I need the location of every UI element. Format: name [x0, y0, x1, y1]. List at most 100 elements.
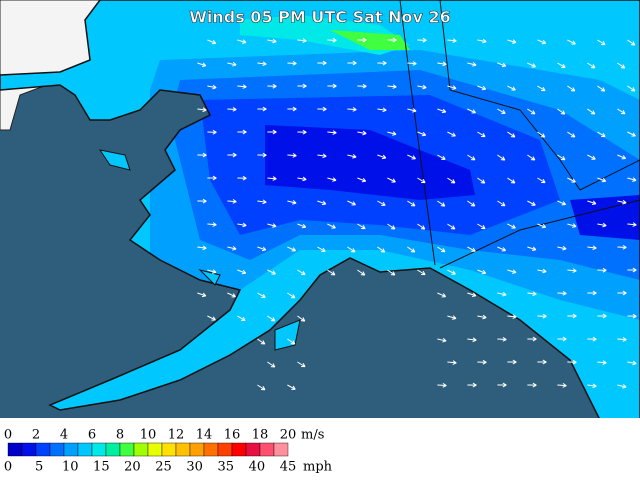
island	[98, 149, 301, 351]
wind-arrow	[197, 107, 207, 113]
wind-arrow	[227, 152, 237, 158]
wind-arrow	[447, 269, 456, 275]
wind-arrow	[227, 106, 237, 112]
wind-arrow	[587, 245, 597, 251]
wind-arrow	[467, 200, 476, 207]
wind-arrow	[327, 177, 337, 182]
legend-label: 5	[35, 460, 43, 475]
wind-arrow	[437, 154, 446, 160]
wind-arrow	[507, 269, 517, 274]
wind-arrow	[567, 131, 576, 138]
wind-arrow	[537, 223, 547, 229]
wind-arrow	[407, 154, 416, 160]
wind-arrow	[527, 62, 536, 68]
wind-arrow	[207, 175, 217, 181]
wind-arrow	[317, 200, 327, 206]
legend-label: 4	[60, 428, 68, 443]
wind-arrow	[617, 199, 627, 205]
wind-arrow	[447, 85, 457, 90]
wind-arrow	[317, 153, 327, 159]
wind-arrow	[267, 176, 277, 181]
wind-arrow	[437, 200, 446, 207]
wind-arrow	[507, 131, 516, 138]
wind-arrow	[237, 269, 247, 275]
wind-arrow	[257, 338, 266, 345]
wind-arrow	[617, 154, 627, 160]
wind-arrow	[237, 84, 247, 89]
wind-arrow	[197, 152, 207, 158]
legend-swatch	[119, 442, 135, 457]
wind-arrow	[617, 62, 626, 69]
wind-arrow	[557, 290, 567, 296]
wind-arrow	[437, 382, 447, 388]
legend-label: 0	[4, 460, 12, 475]
wind-arrow	[507, 314, 517, 319]
legend-swatch	[161, 442, 177, 457]
wind-arrow	[207, 84, 217, 90]
wind-arrow	[327, 130, 337, 135]
wind-arrow	[447, 315, 457, 320]
wind-arrow	[287, 338, 296, 345]
wind-arrow	[567, 85, 576, 92]
wind-arrow	[317, 60, 327, 66]
wind-arrow	[417, 84, 427, 90]
wind-arrow	[237, 39, 247, 44]
legend-unit: m/s	[301, 428, 324, 443]
wind-arrow	[537, 268, 547, 274]
wind-arrow	[417, 223, 426, 230]
wind-arrow	[297, 223, 307, 229]
legend-swatch	[49, 442, 65, 457]
wind-arrow	[477, 38, 487, 44]
wind-arrow	[357, 223, 366, 230]
wind-arrow	[617, 337, 627, 342]
wind-arrow	[357, 83, 367, 89]
wind-arrow	[357, 177, 367, 183]
wind-arrow	[437, 61, 447, 67]
wind-arrow	[437, 246, 446, 253]
wind-arrow	[387, 84, 397, 89]
wind-arrow	[267, 361, 276, 368]
wind-arrow	[227, 246, 237, 251]
wind-arrow	[447, 360, 457, 365]
wind-arrow	[327, 269, 336, 276]
legend-label: 25	[155, 460, 172, 475]
wind-arrow	[327, 37, 337, 43]
legend-swatch	[217, 442, 233, 457]
wind-arrow	[377, 107, 387, 113]
wind-arrow	[467, 108, 476, 114]
wind-arrow	[627, 313, 637, 319]
legend-swatch	[203, 442, 219, 457]
legend-label: 40	[249, 460, 266, 475]
wind-arrow	[297, 361, 306, 368]
wind-arrow	[297, 269, 306, 276]
wind-arrow	[467, 154, 476, 161]
wind-arrow	[347, 154, 357, 159]
wind-arrow	[387, 37, 397, 43]
wind-arrow	[267, 83, 277, 89]
wind-arrow	[257, 106, 267, 112]
wind-arrow	[597, 85, 606, 92]
legend-label: 2	[32, 428, 40, 443]
legend-label: 15	[93, 460, 110, 475]
wind-arrow	[587, 108, 596, 115]
legend-swatch	[105, 442, 121, 457]
wind-arrow	[567, 359, 577, 365]
legend-label: 10	[62, 460, 79, 475]
wind-arrow	[267, 129, 277, 135]
wind-arrow	[437, 292, 447, 298]
wind-arrow	[597, 313, 607, 319]
legend-swatch	[259, 442, 275, 457]
border-line	[399, 0, 436, 266]
legend-label: 20	[124, 460, 141, 475]
wind-arrow	[287, 246, 296, 252]
wind-arrow	[527, 336, 537, 342]
wind-arrow	[297, 176, 307, 182]
legend-label: 35	[218, 460, 235, 475]
wind-arrow	[377, 246, 386, 253]
wind-arrow	[507, 39, 517, 44]
wind-arrow	[447, 38, 457, 43]
wind-arrow	[407, 200, 416, 207]
wind-arrow	[197, 292, 207, 298]
legend-swatch	[231, 442, 247, 457]
